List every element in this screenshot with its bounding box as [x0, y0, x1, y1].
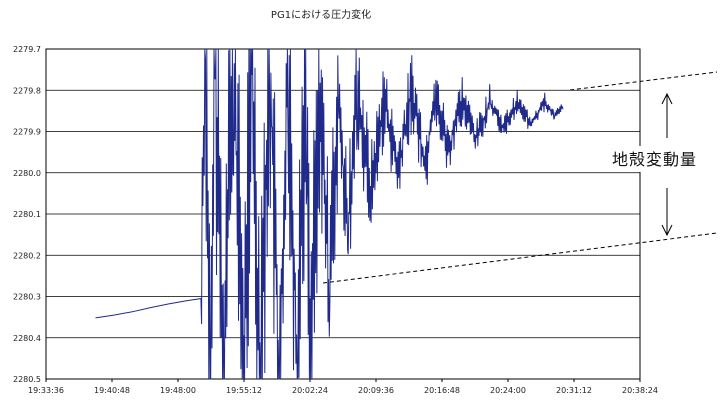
annotation-label-background	[606, 146, 716, 172]
x-tick-label: 20:31:12	[556, 386, 592, 395]
y-tick-label: 2279.7	[13, 45, 41, 54]
y-axis-tick-labels: 2279.7 2279.8 2279.9 2280.0 2280.1 2280.2 2280…	[13, 45, 41, 384]
lower-dashed-guide	[322, 232, 718, 284]
y-tick-label: 2280.0	[13, 169, 41, 178]
annotation-arrow-down-head	[661, 224, 673, 237]
x-axis-tick-labels: 19:33:36 19:40:48 19:48:00 19:55:12 20:02:24…	[28, 379, 658, 395]
x-tick-label: 19:33:36	[28, 386, 64, 395]
x-tick-label: 20:16:48	[424, 386, 460, 395]
annotation-arrow-up-head	[661, 92, 673, 105]
y-tick-label: 2280.4	[13, 334, 41, 343]
y-tick-label: 2280.1	[13, 210, 41, 219]
y-tick-label: 2279.8	[13, 86, 41, 95]
x-tick-label: 19:55:12	[226, 386, 262, 395]
upper-dashed-guide	[569, 71, 718, 91]
chart-title: PG1における圧力変化	[271, 8, 371, 21]
y-tick-label: 2280.5	[13, 375, 41, 384]
x-tick-label: 19:40:48	[94, 386, 130, 395]
x-tick-label: 20:38:24	[622, 386, 658, 395]
x-tick-label: 19:48:00	[160, 386, 196, 395]
annotation-label: 地殻変動量	[612, 150, 697, 169]
y-tick-label: 2279.9	[13, 128, 41, 137]
series-line	[95, 48, 564, 380]
annotation-group: 地殻変動量	[322, 71, 718, 284]
x-tick-label: 20:02:24	[292, 386, 328, 395]
y-tick-label: 2280.2	[13, 251, 41, 260]
series-group	[95, 48, 564, 380]
x-tick-label: 20:09:36	[358, 386, 394, 395]
y-tick-label: 2280.3	[13, 293, 41, 302]
x-tick-label: 20:24:00	[490, 386, 526, 395]
